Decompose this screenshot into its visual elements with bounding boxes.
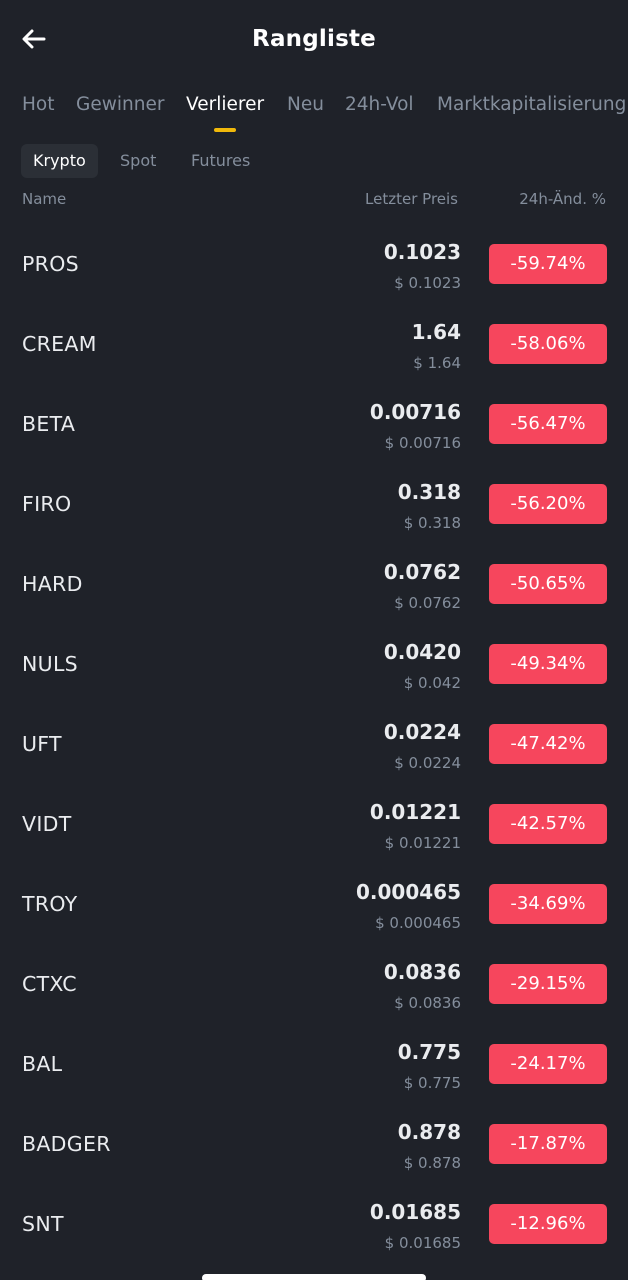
column-header-name[interactable]: Name [22, 190, 67, 208]
table-row[interactable]: UFT 0.0224 $ 0.0224 -47.42% [0, 704, 628, 784]
row-price-usd: $ 0.042 [403, 674, 461, 692]
header: Rangliste [0, 0, 628, 84]
column-header-change[interactable]: 24h-Änd. % [519, 190, 606, 208]
row-symbol: PROS [22, 252, 79, 276]
tab-hot[interactable]: Hot [22, 94, 55, 115]
row-symbol: HARD [22, 572, 83, 596]
row-symbol: BADGER [22, 1132, 111, 1156]
table-row[interactable]: BADGER 0.878 $ 0.878 -17.87% [0, 1104, 628, 1184]
row-price-usd: $ 0.0836 [394, 994, 461, 1012]
row-price-usd: $ 0.01221 [384, 834, 461, 852]
row-symbol: BETA [22, 412, 76, 436]
table-row[interactable]: FIRO 0.318 $ 0.318 -56.20% [0, 464, 628, 544]
row-price-usd: $ 0.01685 [384, 1234, 461, 1252]
row-symbol: SNT [22, 1212, 64, 1236]
table-row[interactable]: VIDT 0.01221 $ 0.01221 -42.57% [0, 784, 628, 864]
row-symbol: CREAM [22, 332, 97, 356]
row-price: 0.878 [397, 1120, 461, 1144]
column-headers: Name Letzter Preis 24h-Änd. % [0, 190, 628, 230]
row-symbol: UFT [22, 732, 62, 756]
row-price: 0.1023 [383, 240, 461, 264]
row-price-usd: $ 1.64 [413, 354, 461, 372]
subtab-krypto[interactable]: Krypto [21, 144, 98, 178]
row-price: 0.0420 [383, 640, 461, 664]
arrow-left-icon [22, 29, 46, 53]
table-row[interactable]: HARD 0.0762 $ 0.0762 -50.65% [0, 544, 628, 624]
row-price: 0.318 [397, 480, 461, 504]
row-price-usd: $ 0.318 [403, 514, 461, 532]
row-price: 0.01221 [369, 800, 461, 824]
row-price-usd: $ 0.0224 [394, 754, 461, 772]
change-badge[interactable]: -29.15% [489, 964, 607, 1004]
back-button[interactable] [22, 24, 62, 58]
change-badge[interactable]: -49.34% [489, 644, 607, 684]
tab-marktkapitalisierung[interactable]: Marktkapitalisierung [437, 94, 627, 115]
row-symbol: NULS [22, 652, 78, 676]
sub-tabs: Krypto Spot Futures [0, 140, 628, 190]
change-badge[interactable]: -47.42% [489, 724, 607, 764]
row-price: 0.0224 [383, 720, 461, 744]
table-row[interactable]: PROS 0.1023 $ 0.1023 -59.74% [0, 224, 628, 304]
main-tabs: Hot Gewinner Verlierer Neu 24h-Vol Markt… [0, 84, 628, 140]
change-badge[interactable]: -56.47% [489, 404, 607, 444]
row-price: 0.0836 [383, 960, 461, 984]
home-indicator[interactable] [202, 1274, 426, 1280]
row-symbol: TROY [22, 892, 78, 916]
change-badge[interactable]: -12.96% [489, 1204, 607, 1244]
subtab-futures[interactable]: Futures [191, 151, 251, 170]
table-row[interactable]: CREAM 1.64 $ 1.64 -58.06% [0, 304, 628, 384]
row-price-usd: $ 0.775 [403, 1074, 461, 1092]
active-tab-indicator [214, 128, 236, 132]
row-price-usd: $ 0.00716 [384, 434, 461, 452]
change-badge[interactable]: -50.65% [489, 564, 607, 604]
change-badge[interactable]: -42.57% [489, 804, 607, 844]
row-symbol: BAL [22, 1052, 63, 1076]
table-row[interactable]: CTXC 0.0836 $ 0.0836 -29.15% [0, 944, 628, 1024]
row-price: 0.00716 [369, 400, 461, 424]
row-price: 1.64 [411, 320, 461, 344]
tab-gewinner[interactable]: Gewinner [76, 94, 165, 115]
row-price: 0.775 [397, 1040, 461, 1064]
table-row[interactable]: BETA 0.00716 $ 0.00716 -56.47% [0, 384, 628, 464]
change-badge[interactable]: -17.87% [489, 1124, 607, 1164]
row-price: 0.0762 [383, 560, 461, 584]
tab-verlierer[interactable]: Verlierer [186, 94, 265, 115]
page-title: Rangliste [252, 26, 376, 52]
ranking-list: PROS 0.1023 $ 0.1023 -59.74% CREAM 1.64 … [0, 224, 628, 1264]
change-badge[interactable]: -58.06% [489, 324, 607, 364]
change-badge[interactable]: -34.69% [489, 884, 607, 924]
row-symbol: CTXC [22, 972, 77, 996]
row-price-usd: $ 0.000465 [375, 914, 461, 932]
row-symbol: FIRO [22, 492, 72, 516]
table-row[interactable]: BAL 0.775 $ 0.775 -24.17% [0, 1024, 628, 1104]
row-price: 0.01685 [369, 1200, 461, 1224]
tab-neu[interactable]: Neu [287, 94, 324, 115]
column-header-last-price[interactable]: Letzter Preis [365, 190, 458, 208]
table-row[interactable]: SNT 0.01685 $ 0.01685 -12.96% [0, 1184, 628, 1264]
row-price-usd: $ 0.1023 [394, 274, 461, 292]
table-row[interactable]: NULS 0.0420 $ 0.042 -49.34% [0, 624, 628, 704]
change-badge[interactable]: -56.20% [489, 484, 607, 524]
table-row[interactable]: TROY 0.000465 $ 0.000465 -34.69% [0, 864, 628, 944]
row-symbol: VIDT [22, 812, 72, 836]
tab-24h-vol[interactable]: 24h-Vol [345, 94, 414, 115]
row-price-usd: $ 0.878 [403, 1154, 461, 1172]
row-price-usd: $ 0.0762 [394, 594, 461, 612]
subtab-spot[interactable]: Spot [120, 151, 157, 170]
row-price: 0.000465 [355, 880, 461, 904]
change-badge[interactable]: -59.74% [489, 244, 607, 284]
change-badge[interactable]: -24.17% [489, 1044, 607, 1084]
